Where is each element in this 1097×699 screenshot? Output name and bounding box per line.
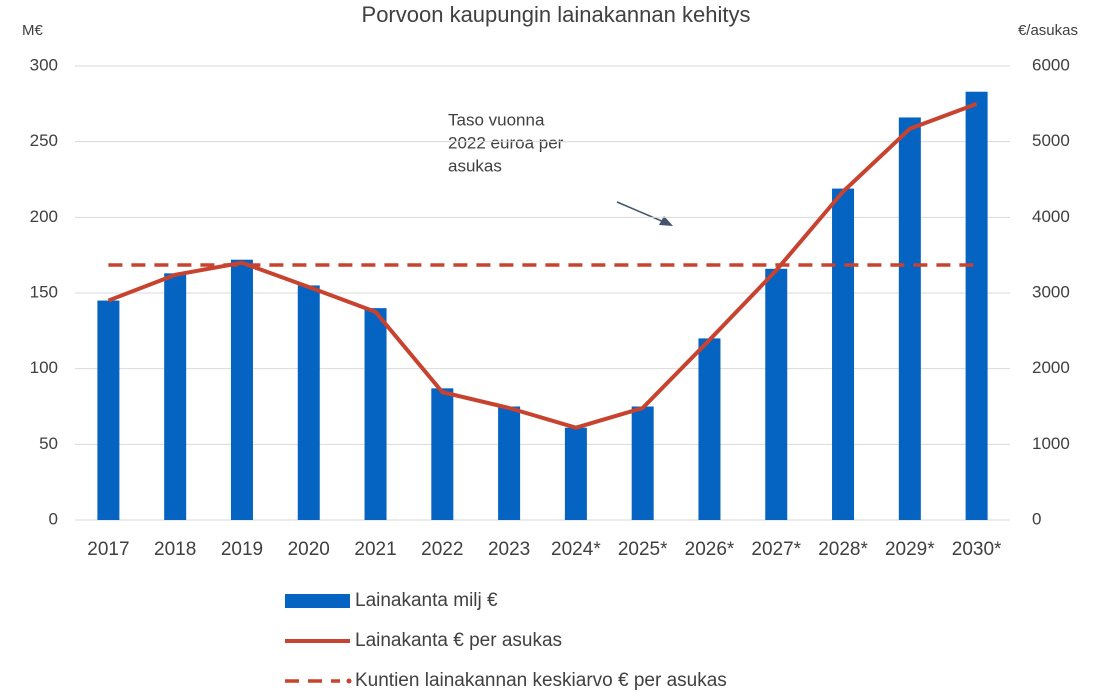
x-tick-label: 2028* (818, 539, 868, 560)
legend-label: Kuntien lainakannan keskiarvo € per asuk… (355, 670, 727, 691)
bar (498, 406, 521, 520)
bar (564, 427, 587, 520)
y2-tick-label: 0 (1032, 509, 1041, 528)
bar (698, 338, 721, 520)
line (107, 101, 978, 430)
legend-label: Lainakanta milj € (355, 590, 498, 611)
y-tick-label: 150 (30, 282, 58, 301)
x-tick-label: 2030* (952, 539, 1002, 560)
annotation: Taso vuonna 2022 euroa per asukas (448, 110, 673, 226)
bar (164, 273, 187, 520)
y-tick-label: 100 (30, 358, 58, 377)
chart-title: Porvoon kaupungin lainakannan kehitys (362, 2, 751, 27)
x-tick-label: 2026* (685, 539, 735, 560)
annotation-arrow (616, 201, 665, 223)
x-tick-label: 2019 (221, 539, 263, 560)
y2-tick-label: 4000 (1032, 207, 1070, 226)
y-tick-label: 300 (30, 55, 58, 74)
annotation-text: 2022 euroa per (448, 133, 564, 152)
x-tick-label: 2017 (87, 539, 129, 560)
y2-tick-label: 1000 (1032, 434, 1070, 453)
y2-tick-label: 6000 (1032, 55, 1070, 74)
x-tick-label: 2024* (551, 539, 601, 560)
bar (297, 285, 320, 520)
bar (832, 188, 855, 520)
bar (965, 91, 988, 520)
bar (364, 308, 387, 520)
bar (631, 406, 654, 520)
annotation-text: asukas (448, 156, 502, 175)
y2-axis-label: €/asukas (1018, 22, 1078, 39)
legend-label: Lainakanta € per asukas (355, 630, 562, 651)
x-tick-label: 2020 (288, 539, 330, 560)
x-tick-label: 2021 (354, 539, 396, 560)
legend-swatch (285, 594, 350, 608)
y2-tick-label: 3000 (1032, 282, 1070, 301)
y-tick-label: 50 (39, 434, 58, 453)
y-tick-label: 200 (30, 207, 58, 226)
x-tick-label: 2023 (488, 539, 530, 560)
bar (230, 259, 253, 520)
x-tick-label: 2022 (421, 539, 463, 560)
bar (431, 388, 454, 520)
x-tick-label: 2027* (751, 539, 801, 560)
legend-swatch (346, 678, 352, 684)
bar (765, 268, 788, 520)
y2-tick-label: 5000 (1032, 131, 1070, 150)
bar (97, 300, 120, 520)
x-tick-label: 2025* (618, 539, 668, 560)
y-tick-label: 0 (49, 509, 58, 528)
annotation-text: Taso vuonna (448, 110, 545, 129)
annotation-arrowhead (659, 216, 673, 226)
y2-tick-label: 2000 (1032, 358, 1070, 377)
y-tick-label: 250 (30, 131, 58, 150)
y-axis-label: M€ (22, 22, 43, 39)
x-tick-label: 2018 (154, 539, 196, 560)
bar (898, 117, 921, 520)
x-tick-label: 2029* (885, 539, 935, 560)
